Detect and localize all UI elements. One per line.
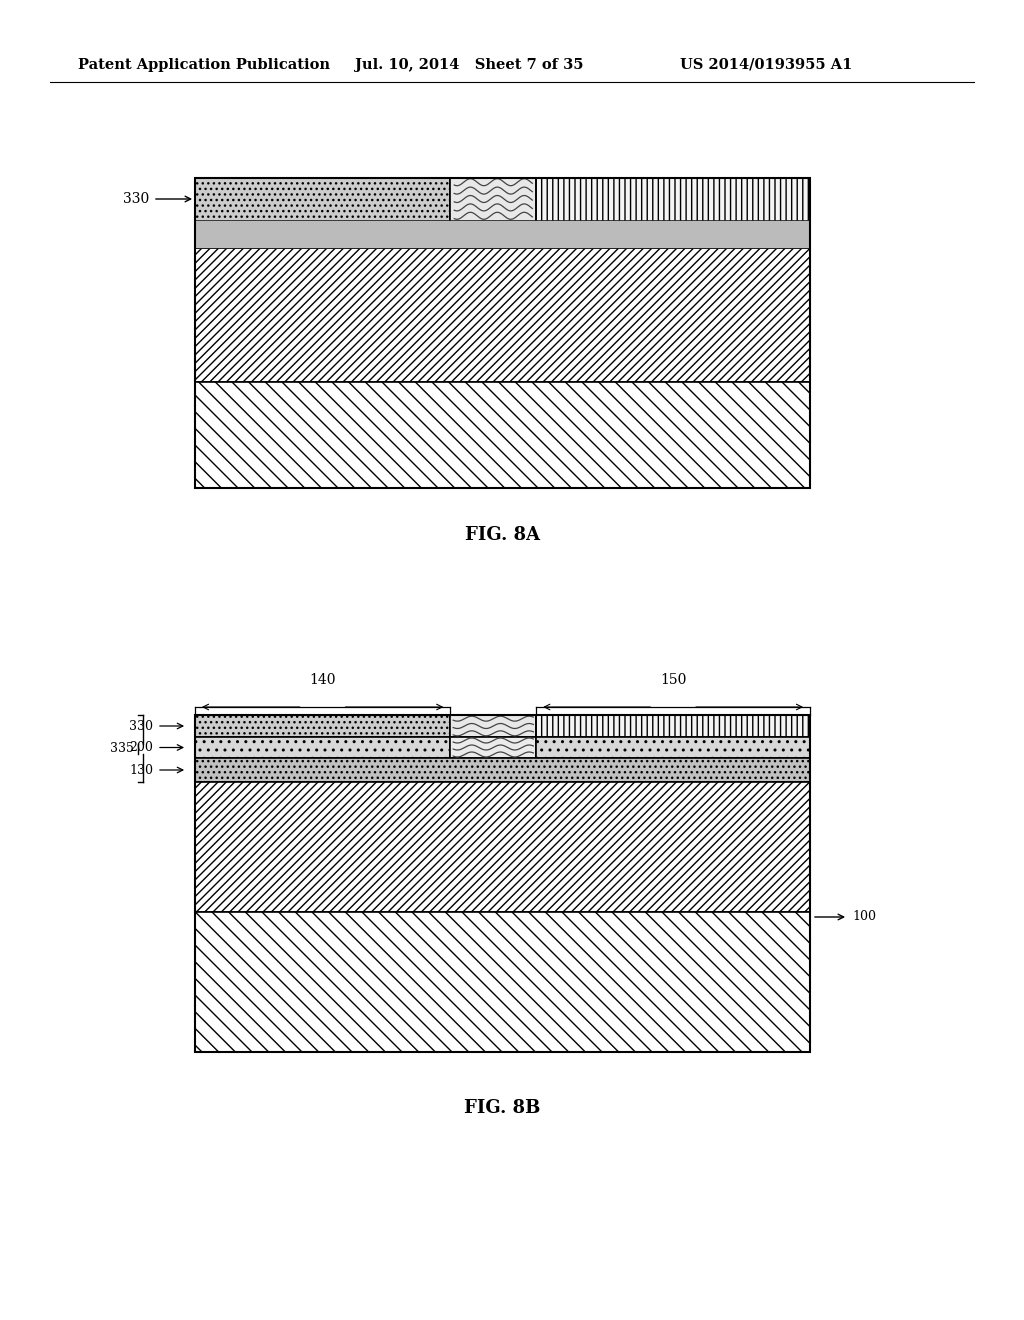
Text: Patent Application Publication: Patent Application Publication: [78, 58, 330, 73]
Bar: [195, 781, 810, 912]
Bar: [451, 715, 537, 737]
Text: FIG. 8A: FIG. 8A: [465, 525, 540, 544]
Bar: [537, 737, 810, 758]
Text: 150: 150: [660, 673, 686, 686]
Text: US 2014/0193955 A1: US 2014/0193955 A1: [680, 58, 852, 73]
Bar: [451, 737, 537, 758]
Bar: [537, 178, 810, 248]
Text: 140: 140: [309, 673, 336, 686]
Text: 330: 330: [123, 191, 150, 206]
Bar: [195, 220, 810, 248]
Text: 100: 100: [852, 911, 876, 924]
Text: Jul. 10, 2014   Sheet 7 of 35: Jul. 10, 2014 Sheet 7 of 35: [355, 58, 584, 73]
Bar: [195, 248, 810, 381]
Text: 335: 335: [111, 742, 134, 755]
Bar: [195, 715, 451, 737]
Bar: [195, 758, 810, 781]
Text: FIG. 8B: FIG. 8B: [464, 1100, 541, 1117]
Text: 200: 200: [129, 741, 153, 754]
Bar: [195, 912, 810, 1052]
Bar: [195, 381, 810, 488]
Bar: [537, 715, 810, 737]
Bar: [195, 178, 810, 488]
Bar: [451, 178, 537, 248]
Text: 130: 130: [129, 763, 153, 776]
Bar: [195, 737, 451, 758]
Bar: [195, 715, 810, 1052]
Bar: [195, 178, 451, 248]
Text: 330: 330: [129, 719, 153, 733]
